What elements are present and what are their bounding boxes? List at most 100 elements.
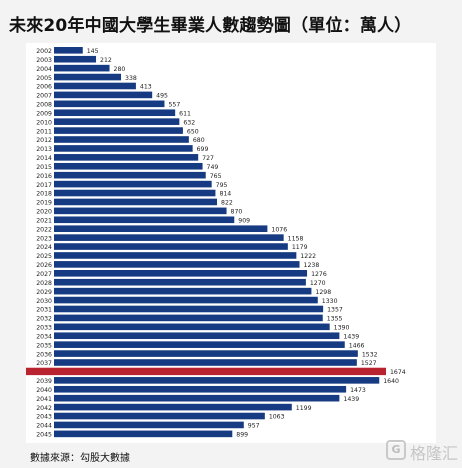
data-label: 1357 xyxy=(327,307,343,314)
y-tick-label: 2013 xyxy=(36,146,52,153)
data-label: 1532 xyxy=(362,351,378,358)
data-label: 1063 xyxy=(269,414,285,421)
data-label: 765 xyxy=(210,173,222,180)
data-label: 699 xyxy=(197,146,209,153)
y-tick-label: 2020 xyxy=(36,209,52,216)
data-label: 1276 xyxy=(311,271,327,278)
y-tick-label: 2025 xyxy=(36,253,52,260)
y-tick-label: 2009 xyxy=(36,110,52,117)
y-tick-label: 2031 xyxy=(36,307,52,314)
y-tick-label: 2044 xyxy=(36,423,52,430)
y-tick-label: 2012 xyxy=(36,137,52,144)
bar xyxy=(54,109,176,117)
y-tick-label: 2022 xyxy=(36,226,52,233)
bar xyxy=(54,171,206,179)
bar-chart: 2002 145 2003 212 2004 280 2005 338 2006 413 2007 4… xyxy=(26,47,406,439)
bar xyxy=(54,207,227,215)
bar xyxy=(54,350,358,357)
data-label: 680 xyxy=(193,137,205,144)
data-label: 899 xyxy=(236,432,248,439)
data-label: 1298 xyxy=(315,289,331,296)
data-label: 1270 xyxy=(310,280,326,287)
y-tick-label: 2007 xyxy=(36,93,52,100)
data-label: 1199 xyxy=(296,405,312,412)
data-label: 280 xyxy=(114,66,126,73)
bar xyxy=(54,100,165,108)
y-tick-label: 2036 xyxy=(36,351,52,358)
bar xyxy=(54,314,323,322)
bar xyxy=(54,278,306,286)
bar xyxy=(54,412,265,420)
data-label: 1355 xyxy=(327,316,343,323)
y-tick-label: 2030 xyxy=(36,298,52,305)
data-label: 212 xyxy=(100,57,112,64)
bar xyxy=(54,118,180,125)
bar xyxy=(54,377,380,384)
data-label: 1330 xyxy=(322,298,338,305)
bar xyxy=(54,136,189,143)
bar xyxy=(54,145,193,152)
data-label: 957 xyxy=(248,423,260,430)
bar xyxy=(54,323,330,331)
data-label: 1076 xyxy=(271,226,287,233)
data-label: 795 xyxy=(216,182,228,189)
data-label: 909 xyxy=(238,217,250,224)
y-tick-label: 2039 xyxy=(36,378,52,385)
y-tick-label: 2037 xyxy=(36,360,52,367)
y-tick-label: 2011 xyxy=(36,128,52,135)
y-tick-label: 2027 xyxy=(36,271,52,278)
data-label: 413 xyxy=(140,84,152,91)
y-tick-label: 2035 xyxy=(36,342,52,349)
bar xyxy=(54,243,288,250)
chart-title: 未來20年中國大學生畢業人數趨勢圖（單位：萬人） xyxy=(9,16,412,36)
data-label: 1238 xyxy=(304,262,320,269)
data-label: 814 xyxy=(219,191,231,198)
y-tick-label: 2028 xyxy=(36,280,52,287)
data-label: 1439 xyxy=(343,396,359,403)
chart-panel: 2002 145 2003 212 2004 280 2005 338 2006 413 2007 4… xyxy=(26,43,436,443)
y-tick-label: 2010 xyxy=(36,119,52,126)
bar xyxy=(54,368,386,375)
data-label: 611 xyxy=(179,110,191,117)
data-label: 1674 xyxy=(390,369,406,376)
data-label: 145 xyxy=(87,48,99,55)
y-tick-label: 2004 xyxy=(36,66,52,73)
bar xyxy=(54,332,340,340)
y-tick-label: 2017 xyxy=(36,182,52,189)
y-tick-label: 2019 xyxy=(36,200,52,207)
data-label: 1179 xyxy=(292,244,308,251)
y-tick-label: 2029 xyxy=(36,289,52,296)
y-tick-label: 2003 xyxy=(36,57,52,64)
bar xyxy=(54,430,233,438)
data-label: 727 xyxy=(202,155,214,162)
watermark-logo-icon: G xyxy=(386,440,406,460)
y-tick-label: 2024 xyxy=(36,244,52,251)
y-tick-label: 2005 xyxy=(36,75,52,82)
y-tick-label: 2026 xyxy=(36,262,52,269)
bar xyxy=(54,403,292,411)
y-tick-label: 2016 xyxy=(36,173,52,180)
data-source: 數據來源：勾股大數據 xyxy=(30,453,130,464)
bar xyxy=(54,82,136,90)
bar xyxy=(54,64,110,72)
bar xyxy=(54,216,235,224)
y-tick-label: 2006 xyxy=(36,84,52,91)
data-label: 632 xyxy=(183,119,195,126)
y-tick-label: 2034 xyxy=(36,333,52,340)
bar xyxy=(54,55,97,63)
bar xyxy=(54,385,347,393)
data-label: 1158 xyxy=(288,235,304,242)
bar xyxy=(54,154,199,161)
data-label: 557 xyxy=(168,102,180,109)
bar xyxy=(54,162,203,170)
y-tick-label: 2032 xyxy=(36,316,52,323)
data-label: 1473 xyxy=(350,387,366,394)
data-label: 1527 xyxy=(361,360,377,367)
y-tick-label: 2043 xyxy=(36,414,52,421)
bar xyxy=(54,421,244,429)
bar xyxy=(54,234,284,241)
data-label: 1390 xyxy=(334,325,350,332)
data-label: 1439 xyxy=(343,333,359,340)
bar xyxy=(54,91,153,99)
data-label: 1640 xyxy=(383,378,399,385)
